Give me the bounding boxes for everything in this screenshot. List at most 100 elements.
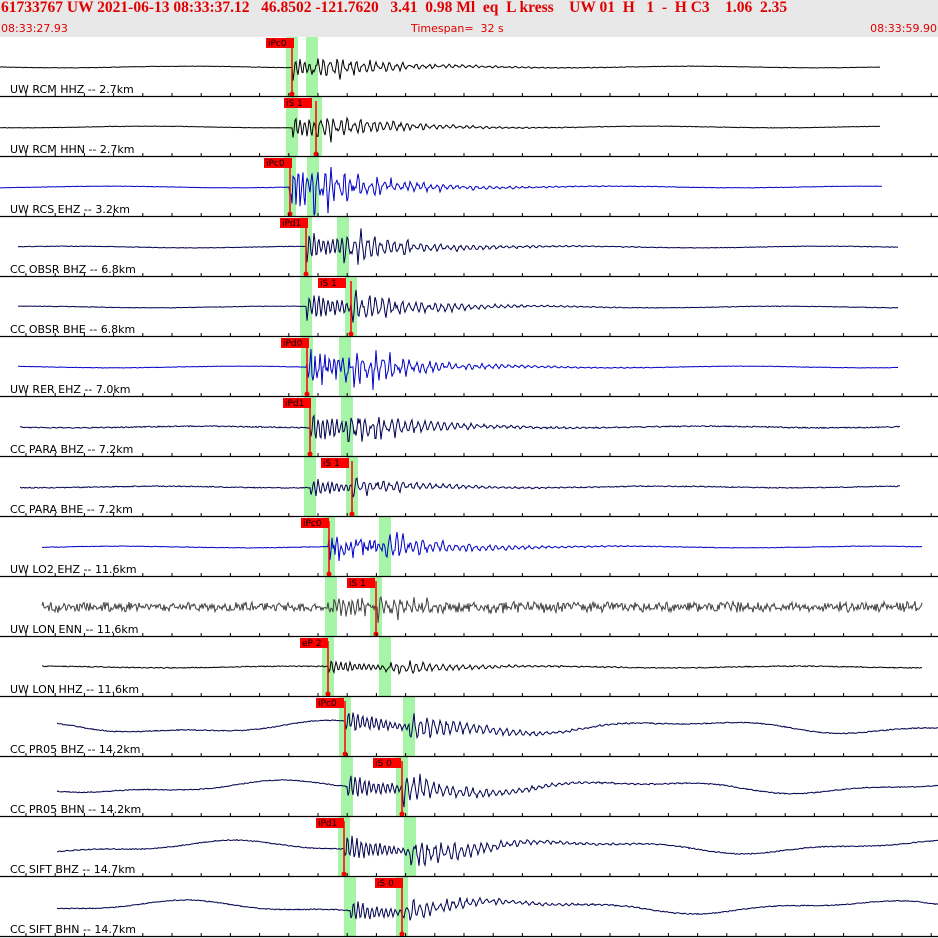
waveform [42, 531, 923, 562]
event-title: 61733767 UW 2021-06-13 08:33:37.12 46.85… [1, 0, 788, 16]
pick-label-box[interactable] [281, 338, 309, 348]
waveform [17, 289, 899, 323]
trace-row[interactable]: iS 0 CC PR05 BHN -- 14.2km [0, 758, 938, 818]
station-label: CC PARA BHE -- 7.2km [10, 503, 133, 516]
pick-dot [325, 691, 331, 697]
pick-label: iPd1 [285, 399, 304, 409]
p-window [286, 97, 298, 157]
s-window [404, 817, 416, 877]
pick-label-box[interactable] [316, 818, 344, 828]
pick-dot [399, 931, 405, 937]
trace-row[interactable]: iPc0 UW RCS EHZ -- 3.2km [0, 158, 938, 218]
pick-label: iPc0 [318, 699, 337, 709]
pick-label: iPc0 [268, 39, 287, 49]
seismogram-panel: iPc0 UW RCM HHZ -- 2.7km iS 1 UW RCM HHN --… [0, 37, 938, 938]
pick-dot [349, 511, 355, 517]
trace-row[interactable]: iPd1 CC OBSR BHZ -- 6.8km [0, 218, 938, 278]
waveform [0, 58, 881, 81]
pick-label: iS 0 [377, 879, 394, 889]
pick-label-box[interactable] [280, 218, 308, 228]
pick-dot [341, 871, 347, 877]
pick-label-box[interactable] [301, 518, 329, 528]
trace-row[interactable]: iPd1 CC PARA BHZ -- 7.2km [0, 398, 938, 458]
trace-row[interactable]: iS 1 UW RCM HHN -- 2.7km [0, 98, 938, 158]
pick-dot [289, 91, 295, 97]
trace-row[interactable]: iS 1 UW LON ENN -- 11.6km [0, 578, 938, 638]
trace-row[interactable]: iS 1 CC PARA BHE -- 7.2km [0, 458, 938, 518]
pick-dot [287, 211, 293, 217]
waveform [56, 896, 938, 921]
station-label: UW RCM HHZ -- 2.7km [10, 83, 134, 96]
station-label: UW RCS EHZ -- 3.2km [10, 203, 130, 216]
time-end: 08:33:59.90 [870, 22, 937, 35]
trace-row[interactable]: iPc0 UW RCM HHZ -- 2.7km [0, 38, 938, 98]
trace-row[interactable]: iPd0 UW RER EHZ -- 7.0km [0, 338, 938, 398]
waveform [19, 477, 901, 498]
waveform [41, 660, 923, 675]
pick-dot [304, 391, 310, 397]
waveform [19, 414, 901, 443]
pick-label-box[interactable] [300, 638, 328, 648]
pick-label-box[interactable] [347, 578, 375, 588]
pick-label: iPd1 [282, 219, 301, 229]
pick-label-box[interactable] [266, 38, 294, 48]
s-window [339, 337, 351, 397]
waveform [17, 228, 899, 265]
waveform [56, 835, 938, 868]
station-label: CC PR05 BHN -- 14.2km [10, 803, 141, 816]
waveform [41, 595, 923, 623]
pick-label-box[interactable] [284, 98, 312, 108]
pick-label: eP 2 [302, 639, 322, 649]
pick-label-box[interactable] [373, 758, 401, 768]
pick-label: iS 1 [286, 99, 303, 109]
waveform [56, 712, 938, 740]
time-start: 08:33:27.93 [1, 22, 68, 35]
pick-label: iS 1 [349, 579, 366, 589]
station-label: CC PR05 BHZ -- 14.2km [10, 743, 141, 756]
trace-row[interactable]: eP 2 UW LON HHZ -- 11.6km [0, 638, 938, 698]
waveform [0, 116, 880, 143]
pick-label-box[interactable] [283, 398, 311, 408]
pick-dot [326, 571, 332, 577]
station-label: CC OBSR BHZ -- 6.8km [10, 263, 136, 276]
waveform [0, 166, 882, 216]
pick-dot [307, 451, 313, 457]
s-window [306, 37, 318, 97]
trace-row[interactable]: iPc0 UW LO2 EHZ -- 11.6km [0, 518, 938, 578]
pick-label-box[interactable] [318, 278, 346, 288]
timespan-label: Timespan= 32 s [411, 22, 504, 35]
pick-dot [303, 271, 309, 277]
pick-label-box[interactable] [375, 878, 403, 888]
station-label: UW RER EHZ -- 7.0km [10, 383, 130, 396]
station-label: CC SIFT BHZ -- 14.7km [10, 863, 135, 876]
pick-label: iS 1 [320, 279, 337, 289]
pick-dot [348, 331, 354, 337]
pick-dot [399, 811, 405, 817]
s-window [379, 637, 391, 697]
pick-label: iPc0 [266, 159, 285, 169]
station-label: CC PARA BHZ -- 7.2km [10, 443, 133, 456]
trace-row[interactable]: iS 0 CC SIFT BHN -- 14.7km [0, 878, 938, 938]
pick-label-box[interactable] [316, 698, 344, 708]
p-window [304, 457, 316, 517]
trace-row[interactable]: iS 1 CC OBSR BHE -- 6.8km [0, 278, 938, 338]
pick-label: iPd1 [318, 819, 337, 829]
waveform [18, 349, 899, 391]
trace-row[interactable]: iPc0 CC PR05 BHZ -- 14.2km [0, 698, 938, 758]
p-window [325, 577, 337, 637]
pick-label: iPc0 [303, 519, 322, 529]
station-label: CC SIFT BHN -- 14.7km [10, 923, 136, 936]
pick-label: iPd0 [283, 339, 303, 349]
trace-row[interactable]: iPd1 CC SIFT BHZ -- 14.7km [0, 818, 938, 878]
pick-label-box[interactable] [321, 458, 349, 468]
station-label: UW LO2 EHZ -- 11.6km [10, 563, 137, 576]
station-label: UW RCM HHN -- 2.7km [10, 143, 134, 156]
station-label: UW LON HHZ -- 11.6km [10, 683, 139, 696]
station-label: UW LON ENN -- 11.6km [10, 623, 138, 636]
pick-dot [342, 751, 348, 757]
pick-label: iS 0 [375, 759, 392, 769]
pick-label: iS 1 [323, 459, 340, 469]
pick-label-box[interactable] [264, 158, 292, 168]
waveform [56, 773, 938, 808]
p-window [344, 877, 356, 937]
